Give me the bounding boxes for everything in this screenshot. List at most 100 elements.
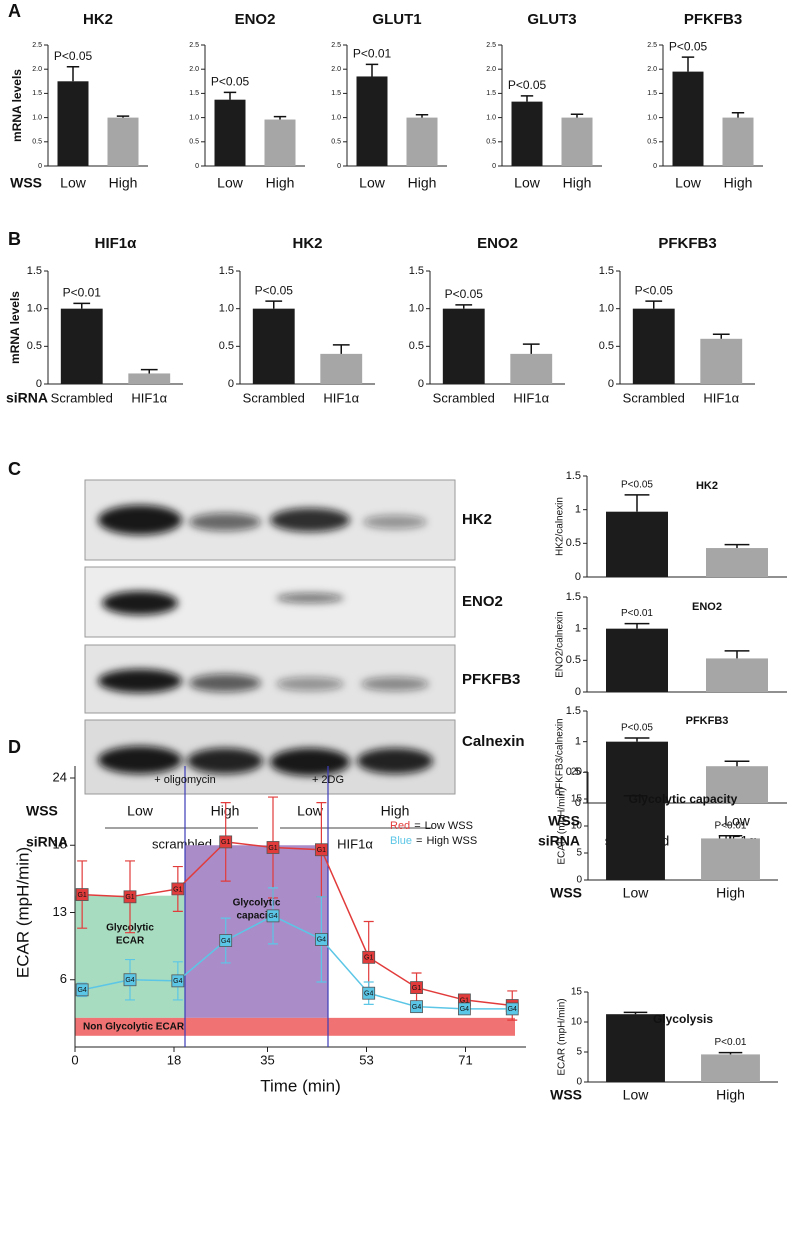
marker [75,888,89,901]
bar [107,117,139,166]
band [187,748,263,774]
y-tick-label: 5 [576,848,582,859]
y-tick-label: 2.0 [331,66,341,73]
chart-title: Glycolytic capacity [629,792,738,806]
y-tick-label: 1.0 [219,303,234,315]
panel-label: A [8,1,21,21]
y-tick-label: 0 [228,378,234,390]
bar [442,308,485,384]
marker [314,933,328,946]
p-value: P<0.05 [54,49,93,63]
category-label: High [724,175,753,191]
marker [266,909,280,923]
chart-title: HK2 [696,480,718,492]
bar [606,511,668,577]
category-label: High [408,175,437,191]
y-tick-label: 0.5 [599,340,614,352]
y-tick-label: 0.5 [27,340,42,352]
y-tick-label: 1.0 [32,114,42,121]
bar [722,117,754,166]
marker-label: G1 [364,955,373,962]
p-value: P<0.05 [445,287,484,301]
bar [561,117,593,166]
marker-label: G4 [364,991,373,998]
bar [606,797,665,880]
error-bar [116,115,130,118]
error-bar [66,66,80,82]
marker-label: G4 [412,1004,421,1011]
bar [606,741,668,803]
y-tick-label: 1.5 [566,470,581,482]
marker [362,986,376,1000]
legend-separator: = [414,820,420,832]
y-tick-label: 0.5 [566,766,581,778]
panel-label: C [8,459,21,479]
category-label: HIF1α [323,390,359,405]
y-tick-label: 1.0 [599,303,614,315]
y-tick-label: 0.5 [486,139,496,146]
category-label: Low [623,1087,650,1103]
y-tick-label: 15 [571,987,583,998]
y-tick-label: 0 [492,163,496,170]
y-tick-label: 13 [53,904,67,919]
y-tick-label: 0 [576,1077,582,1088]
band [189,513,261,531]
category-label: Low [724,813,751,829]
panel-label: B [8,229,21,249]
y-tick-label: 0 [195,163,199,170]
y-tick-label: 0 [418,378,424,390]
region-label: ECAR [116,935,145,946]
marker-label: G4 [221,938,230,945]
y-axis-label: ECAR (mpH/min) [557,998,568,1075]
category-label: High [716,885,745,901]
y-tick-label: 1.0 [486,114,496,121]
y-tick-label: 24 [53,769,67,784]
marker-label: G4 [460,1006,469,1013]
band [189,674,261,692]
y-tick-label: 1.5 [27,265,42,277]
band [270,748,350,776]
y-tick-label: 2.0 [647,66,657,73]
error-bar [624,737,650,742]
category-label: High [109,175,138,191]
bar [60,308,103,384]
lane-label: Low [297,803,324,819]
chart-title: PFKFB3 [658,235,716,252]
y-tick-label: 1.0 [409,303,424,315]
region-label: Non Glycolytic ECAR [83,1021,185,1032]
legend-label: High WSS [426,835,477,847]
marker [219,835,233,849]
marker-label: G1 [125,894,134,901]
y-tick-label: 6 [60,971,67,986]
y-tick-label: 1.5 [219,265,234,277]
category-label: Low [359,175,386,191]
marker-label: G1 [412,985,421,992]
p-value: P<0.01 [715,820,747,831]
category-label: Low [60,175,87,191]
y-tick-label: 1 [575,623,581,635]
chart-title: GLUT1 [372,11,421,28]
category-label: Low [217,175,244,191]
y-tick-label: 0 [38,163,42,170]
y-tick-label: 2.5 [647,42,657,49]
marker-label: G1 [173,886,182,893]
error-bar [415,113,429,118]
error-bar [724,760,750,767]
chart-title: HK2 [292,235,322,252]
group-label: WSS [550,1087,582,1103]
error-bar [520,95,534,102]
category-label: Scrambled [433,390,495,405]
y-tick-label: 2.5 [32,42,42,49]
y-tick-label: 1.0 [331,114,341,121]
y-axis-label: ECAR (mpH/min) [557,787,568,864]
legend-key: Blue [390,835,412,847]
bar [700,338,743,384]
bar [510,353,553,384]
marker-label: G4 [508,1006,517,1013]
error-bar [223,91,237,100]
band [276,677,344,691]
error-bar [718,1051,743,1055]
x-tick-label: 71 [458,1052,472,1067]
chart-title: HIF1α [95,235,138,252]
